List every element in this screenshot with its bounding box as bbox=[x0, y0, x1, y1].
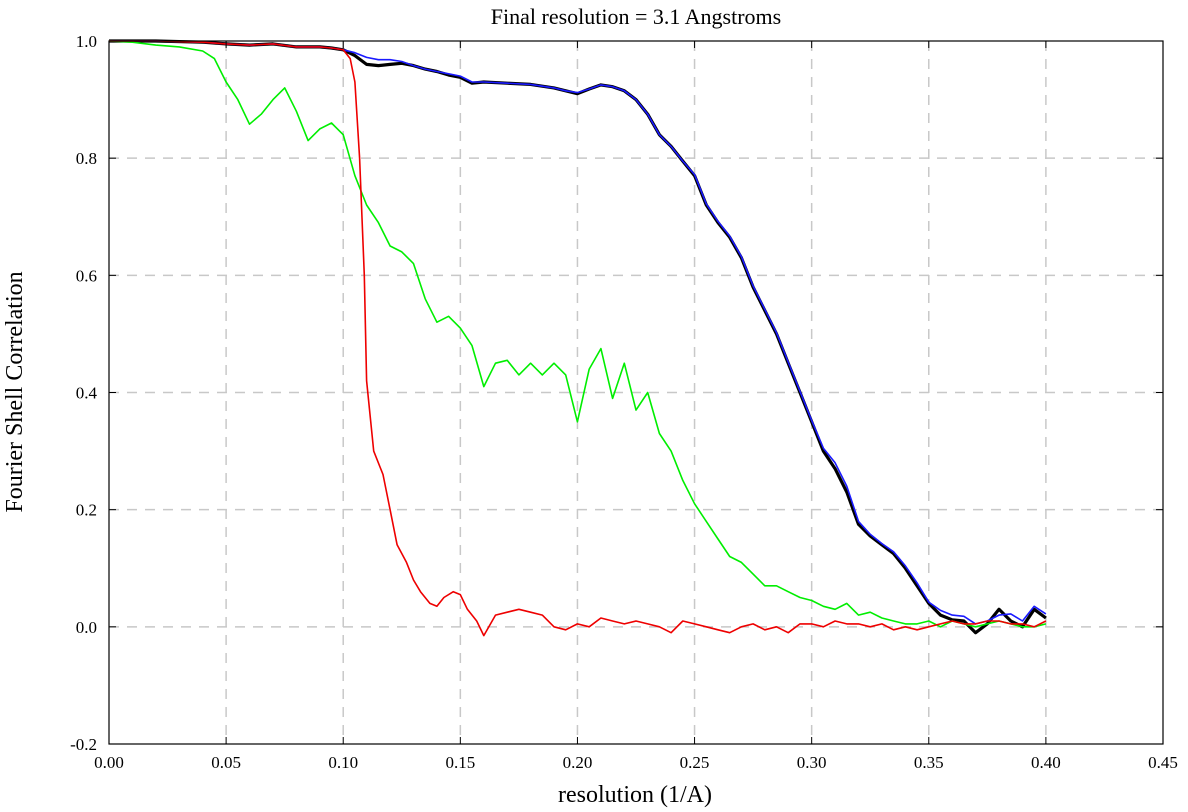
x-tick-label: 0.30 bbox=[797, 753, 827, 772]
x-tick-label: 0.25 bbox=[680, 753, 710, 772]
x-tick-label: 0.15 bbox=[445, 753, 475, 772]
x-tick-label: 0.20 bbox=[563, 753, 593, 772]
tick-labels: 0.00 0.05 0.10 0.15 0.20 0.25 0.30 0.35 0.40 0.45… bbox=[70, 32, 1178, 772]
chart-title: Final resolution = 3.1 Angstroms bbox=[491, 4, 781, 29]
series-layer bbox=[108, 39, 1047, 637]
x-tick-label: 0.40 bbox=[1031, 753, 1061, 772]
x-axis-title: resolution (1/A) bbox=[558, 782, 712, 808]
series-line-3 bbox=[108, 40, 1047, 628]
grid-lines bbox=[109, 41, 1163, 744]
x-tick-label: 0.10 bbox=[328, 753, 358, 772]
x-tick-label: 0.35 bbox=[914, 753, 944, 772]
y-tick-label: 0.2 bbox=[76, 501, 97, 520]
x-tick-label: 0.00 bbox=[94, 753, 124, 772]
x-tick-label: 0.45 bbox=[1148, 753, 1178, 772]
y-tick-label: 0.0 bbox=[76, 618, 97, 637]
x-tick-label: 0.05 bbox=[211, 753, 241, 772]
axis-ticks bbox=[108, 40, 1164, 745]
y-tick-label: 0.4 bbox=[76, 384, 98, 403]
y-tick-label: 0.6 bbox=[76, 266, 97, 285]
y-tick-label: -0.2 bbox=[70, 735, 97, 754]
series-line-2 bbox=[109, 40, 1047, 625]
y-tick-label: 0.8 bbox=[76, 149, 97, 168]
y-tick-label: 1.0 bbox=[76, 32, 97, 51]
y-axis-title: Fourier Shell Correlation bbox=[2, 271, 28, 512]
series-line-4 bbox=[109, 40, 1047, 637]
